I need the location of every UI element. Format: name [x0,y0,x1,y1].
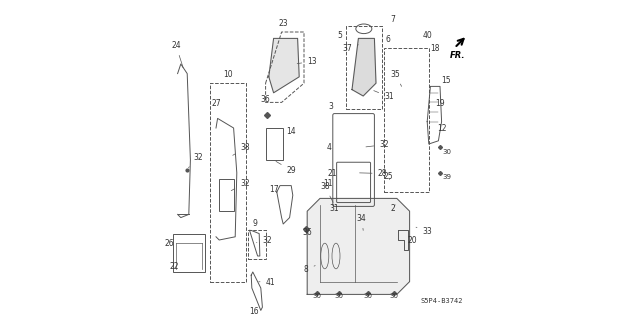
Polygon shape [269,38,300,93]
Text: 13: 13 [297,57,317,66]
Text: 9: 9 [253,219,258,228]
Text: FR.: FR. [450,51,465,60]
Bar [346,26,383,109]
Text: 41: 41 [259,278,275,287]
Text: 31: 31 [330,198,339,213]
Text: 38: 38 [320,182,333,202]
Text: 30: 30 [364,292,372,299]
Polygon shape [352,38,376,96]
Text: 33: 33 [416,227,432,236]
Text: 38: 38 [233,143,250,155]
Text: 21: 21 [328,169,337,178]
Text: 25: 25 [384,172,394,181]
Text: 19: 19 [435,99,445,108]
Bar [266,128,284,160]
Text: 5: 5 [338,31,342,40]
Text: 32: 32 [257,236,272,245]
Text: 14: 14 [287,127,296,136]
Text: 18: 18 [430,44,440,53]
Text: 3: 3 [328,102,333,111]
Text: 15: 15 [442,76,451,85]
Bar [173,234,205,272]
Text: 30: 30 [389,292,398,299]
Text: 27: 27 [211,99,221,108]
Text: 36: 36 [302,228,312,237]
Text: 30: 30 [335,292,344,299]
Text: 29: 29 [276,161,296,175]
Text: 39: 39 [442,174,451,180]
Text: 35: 35 [390,70,402,86]
Text: 2: 2 [390,204,396,213]
Text: 26: 26 [165,239,175,248]
Text: 40: 40 [422,31,432,40]
Text: 23: 23 [278,19,288,28]
Text: 12: 12 [437,124,446,133]
Text: 16: 16 [250,307,259,316]
Text: S5P4-B3742: S5P4-B3742 [420,298,463,304]
Text: 37: 37 [342,44,358,53]
Text: 6: 6 [385,35,390,44]
Text: 24: 24 [172,41,183,68]
Text: 10: 10 [223,70,233,79]
Polygon shape [307,198,410,294]
Text: 34: 34 [357,214,367,230]
Bar [219,179,234,211]
Text: 22: 22 [170,262,179,271]
Bar [248,230,266,259]
Bar [384,48,429,192]
Text: 32: 32 [366,140,389,149]
Text: 32: 32 [231,179,250,191]
Bar [210,83,246,282]
Text: 36: 36 [261,95,271,104]
Text: 4: 4 [326,143,332,152]
Text: 30: 30 [312,292,321,299]
Text: 20: 20 [408,236,418,245]
Text: 7: 7 [390,15,396,24]
Text: 8: 8 [304,265,316,274]
Text: 17: 17 [269,185,278,194]
Text: 30: 30 [442,148,451,155]
Text: 32: 32 [189,153,204,168]
Text: 11: 11 [323,179,333,188]
Text: 31: 31 [374,91,394,101]
Text: 28: 28 [360,169,387,178]
